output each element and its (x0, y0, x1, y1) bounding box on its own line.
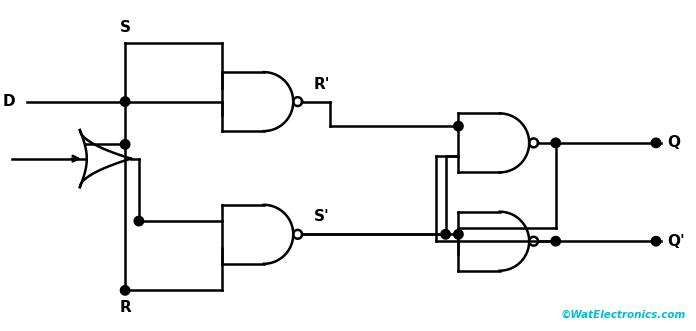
Polygon shape (120, 286, 130, 295)
Polygon shape (651, 138, 661, 148)
Text: Q: Q (667, 135, 680, 150)
Text: Q': Q' (667, 234, 685, 249)
Polygon shape (454, 230, 463, 239)
Polygon shape (551, 138, 560, 148)
Text: R': R' (314, 77, 331, 92)
Text: S: S (120, 20, 131, 35)
Polygon shape (651, 236, 661, 246)
Text: D: D (2, 94, 15, 109)
Polygon shape (120, 97, 130, 106)
Polygon shape (441, 230, 450, 239)
Text: S': S' (314, 210, 330, 224)
Polygon shape (120, 140, 130, 149)
Text: ©WatElectronics.com: ©WatElectronics.com (560, 310, 686, 320)
Polygon shape (551, 236, 560, 246)
Text: R: R (119, 300, 131, 315)
Polygon shape (134, 216, 143, 226)
Polygon shape (454, 121, 463, 131)
